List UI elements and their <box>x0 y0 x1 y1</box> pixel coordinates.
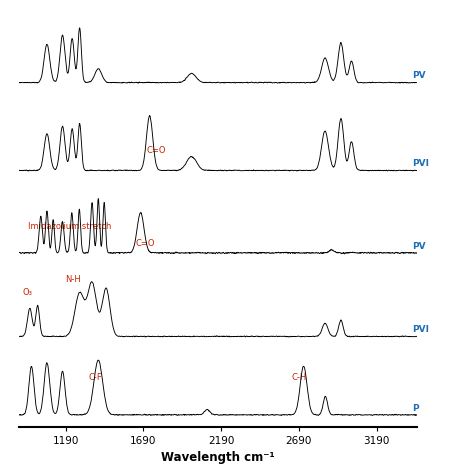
X-axis label: Wavelength cm⁻¹: Wavelength cm⁻¹ <box>161 451 275 464</box>
Text: PVI: PVI <box>412 325 429 334</box>
Text: P: P <box>412 404 419 413</box>
Text: N-H: N-H <box>65 275 81 284</box>
Text: C-H: C-H <box>291 374 306 383</box>
Text: C=O: C=O <box>136 238 155 247</box>
Text: Imidazolium stretch: Imidazolium stretch <box>28 222 111 231</box>
Text: C-F: C-F <box>89 374 103 383</box>
Text: PVI: PVI <box>412 159 429 168</box>
Text: PV: PV <box>412 242 426 251</box>
Text: C=O: C=O <box>146 146 166 155</box>
Text: PV: PV <box>412 71 426 80</box>
Text: O₃: O₃ <box>22 288 32 297</box>
